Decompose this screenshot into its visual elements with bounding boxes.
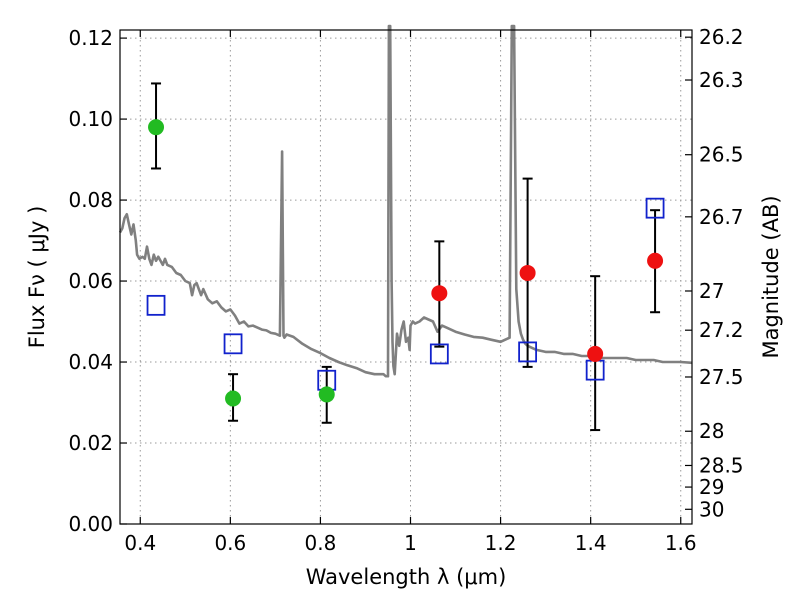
observed-nir-point [647,252,664,269]
x-tick-label: 1.2 [485,531,517,555]
y-axis-title: Flux Fν ( μJy ) [25,206,49,349]
observed-nir-point [431,285,448,302]
observed-optical-point [225,390,242,407]
x-tick-label: 1 [404,531,417,555]
y-tick-label: 0.02 [68,431,113,455]
observed-nir-point [519,264,536,281]
observed-optical-point [318,386,335,403]
x-tick-label: 0.8 [305,531,337,555]
error-bars [151,82,661,432]
model-photometry-square [223,333,243,355]
model-photometry-square [518,341,538,363]
x-tick-label: 0.6 [214,531,246,555]
grid-layer [120,30,692,525]
y-tick-label: 0.10 [68,107,113,131]
x-tick-label: 0.4 [124,531,156,555]
model-photometry-square [645,197,665,219]
y-tick-label: 0.06 [68,269,113,293]
mag-tick-label: 26.7 [699,205,744,229]
mag-tick-label: 29 [699,475,724,499]
mag-tick-label: 28.5 [699,453,744,477]
mag-tick-label: 27.5 [699,365,744,389]
mag-tick-label: 26.3 [699,68,744,92]
model-photometry-points [146,197,665,391]
axis-ticks [120,30,692,525]
observed-nir-point [587,345,604,362]
x-axis-title: Wavelength λ (μm) [306,565,507,589]
mag-tick-label: 27.2 [699,318,744,342]
spectrum-layer [118,24,693,378]
y-tick-label: 0.08 [68,188,113,212]
plot-frame [119,29,693,525]
y2-axis-title: Magnitude (AB) [759,195,783,358]
tick-labels: 0.4 0.6 0.8 1 1.2 1.4 1.6 0.00 0.02 0.04 0.06 0.08 0… [68,25,743,555]
observed-flux-points [148,119,664,407]
model-photometry-square [429,343,449,365]
mag-tick-label: 30 [699,497,724,521]
mag-tick-label: 28 [699,419,724,443]
observed-optical-point [148,119,165,136]
y-tick-label: 0.00 [68,512,113,536]
model-photometry-square [146,294,166,316]
mag-tick-label: 27 [699,279,724,303]
y-tick-label: 0.12 [68,26,113,50]
x-tick-label: 1.4 [575,531,607,555]
mag-tick-label: 26.2 [699,25,744,49]
y-tick-label: 0.04 [68,350,113,374]
model-spectrum-line [118,24,693,378]
mag-tick-label: 26.5 [699,143,744,167]
x-tick-label: 1.6 [665,531,697,555]
